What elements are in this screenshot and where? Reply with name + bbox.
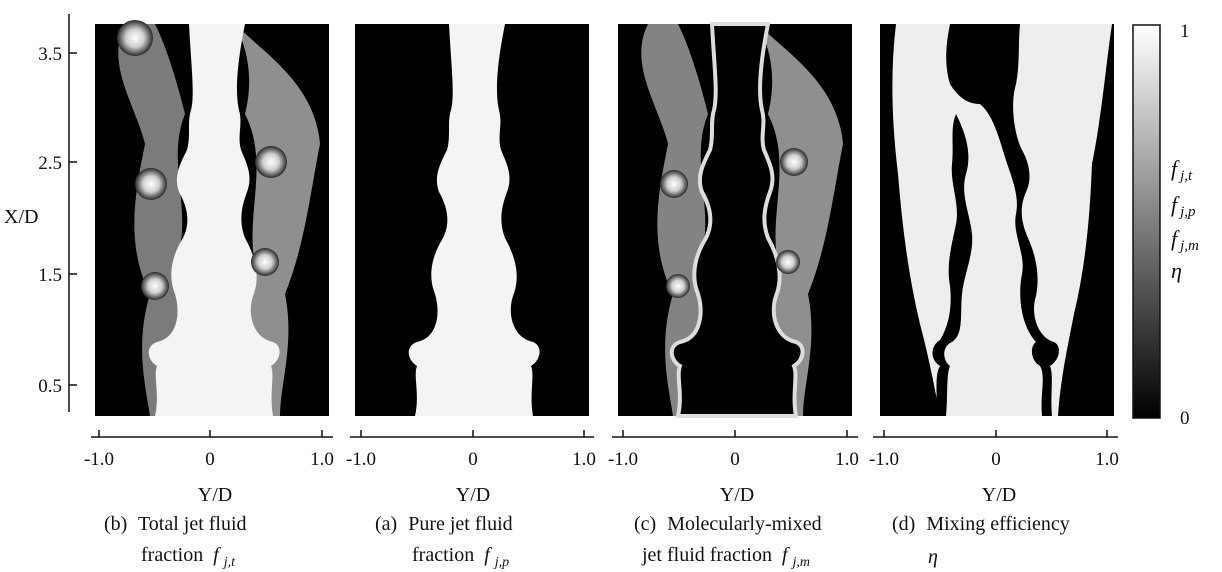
x-tick-label: 0 (468, 449, 478, 470)
vortex-right (255, 146, 287, 178)
mixing-layer-right (235, 24, 320, 416)
panel-caption: (a) Pure jet fluid (375, 513, 513, 535)
panel-caption-line2: jet fluid fraction f j,m (641, 544, 810, 570)
caption-line1: Mixing efficiency (926, 513, 1069, 535)
x-axis-title: Y/D (982, 484, 1016, 506)
panel-a: -1.0 0 1.0 Y/D (a) Pure jet fluid fracti… (346, 24, 596, 570)
vortex-right (251, 248, 279, 276)
panel-label: (d) (892, 513, 915, 535)
colorbar-legend-item: f j,t (1171, 156, 1193, 184)
colorbar-max-label: 1 (1180, 21, 1190, 42)
y-tick-label: 3.5 (38, 44, 62, 65)
caption-symbol: f (213, 544, 221, 566)
colorbar-legend-item: f j,m (1171, 226, 1199, 254)
mixing-layer-left (641, 24, 708, 416)
panel-d: -1.0 0 1.0 Y/D (d) Mixing efficiency η (869, 24, 1119, 568)
y-axis: 3.5 2.5 1.5 0.5 X/D (4, 14, 77, 412)
panel-d-image (880, 24, 1114, 416)
x-axis-title: Y/D (456, 484, 490, 506)
panel-caption: (b) Total jet fluid (104, 513, 247, 535)
panel-label: (a) (375, 513, 397, 535)
vortex-left (666, 274, 690, 298)
mixing-layer-left (118, 24, 185, 416)
caption-symbol: f (782, 544, 790, 566)
x-tick-label: 1.0 (1095, 449, 1119, 470)
x-tick-label: 0 (991, 449, 1001, 470)
caption-symbol: f (484, 544, 492, 566)
panel-caption: (d) Mixing efficiency (892, 513, 1070, 535)
caption-symbol: η (928, 546, 938, 568)
unmixed-core (946, 24, 1059, 416)
y-tick-label: 0.5 (38, 376, 62, 397)
caption-subscript: j,t (222, 555, 236, 570)
panel-label: (b) (104, 513, 127, 535)
caption-line1: Molecularly-mixed (667, 513, 821, 535)
x-tick-label: -1.0 (608, 449, 638, 470)
vortex-left (117, 20, 153, 56)
colorbar-min-label: 0 (1180, 408, 1190, 429)
mixed-region (892, 24, 1112, 416)
x-tick-label: 0 (205, 449, 215, 470)
vortex-right (776, 250, 800, 274)
y-axis-title: X/D (4, 206, 38, 228)
panel-caption-line2: fraction f j,p (412, 544, 509, 570)
panel-b: -1.0 0 1.0 Y/D (b) Total jet fluid fract… (84, 20, 334, 570)
y-tick-label: 1.5 (38, 265, 62, 286)
unmixed-core-left (932, 114, 973, 416)
x-tick-label: 1.0 (835, 449, 859, 470)
colorbar-legend-item: f j,p (1171, 192, 1196, 220)
mixing-layer-right (758, 24, 843, 416)
panel-c-image (618, 22, 852, 418)
caption-subscript: j,m (791, 555, 811, 570)
colorbar: 1 0 f j,t f j,p f j,m η (1132, 21, 1199, 429)
panel-label: (c) (634, 513, 656, 535)
vortex-right (780, 148, 808, 176)
caption-line2: fraction (412, 544, 474, 566)
x-axis-title: Y/D (720, 484, 754, 506)
panel-c: -1.0 0 1.0 Y/D (c) Molecularly-mixed jet… (608, 22, 859, 570)
colorbar-legend-item: η (1171, 258, 1182, 283)
x-tick-label: -1.0 (84, 449, 114, 470)
vortex-left (660, 170, 688, 198)
caption-line1: Total jet fluid (138, 513, 247, 535)
x-axis-title: Y/D (198, 484, 232, 506)
vortex-left (141, 272, 169, 300)
x-tick-label: -1.0 (346, 449, 376, 470)
panel-caption-line2: fraction f j,t (141, 544, 236, 570)
x-tick-label: 1.0 (572, 449, 596, 470)
x-tick-label: -1.0 (869, 449, 899, 470)
x-tick-label: 1.0 (310, 449, 334, 470)
colorbar-scale (1132, 24, 1161, 419)
caption-line1: Pure jet fluid (408, 513, 512, 535)
x-tick-label: 0 (730, 449, 740, 470)
caption-line2: jet fluid fraction (641, 544, 772, 566)
caption-line2: fraction (141, 544, 203, 566)
caption-subscript: j,p (493, 555, 509, 570)
vortex-left (135, 168, 167, 200)
panel-b-image (95, 20, 329, 416)
panel-a-image (355, 24, 589, 416)
panel-caption: (c) Molecularly-mixed (634, 513, 822, 535)
y-tick-label: 2.5 (38, 153, 62, 174)
